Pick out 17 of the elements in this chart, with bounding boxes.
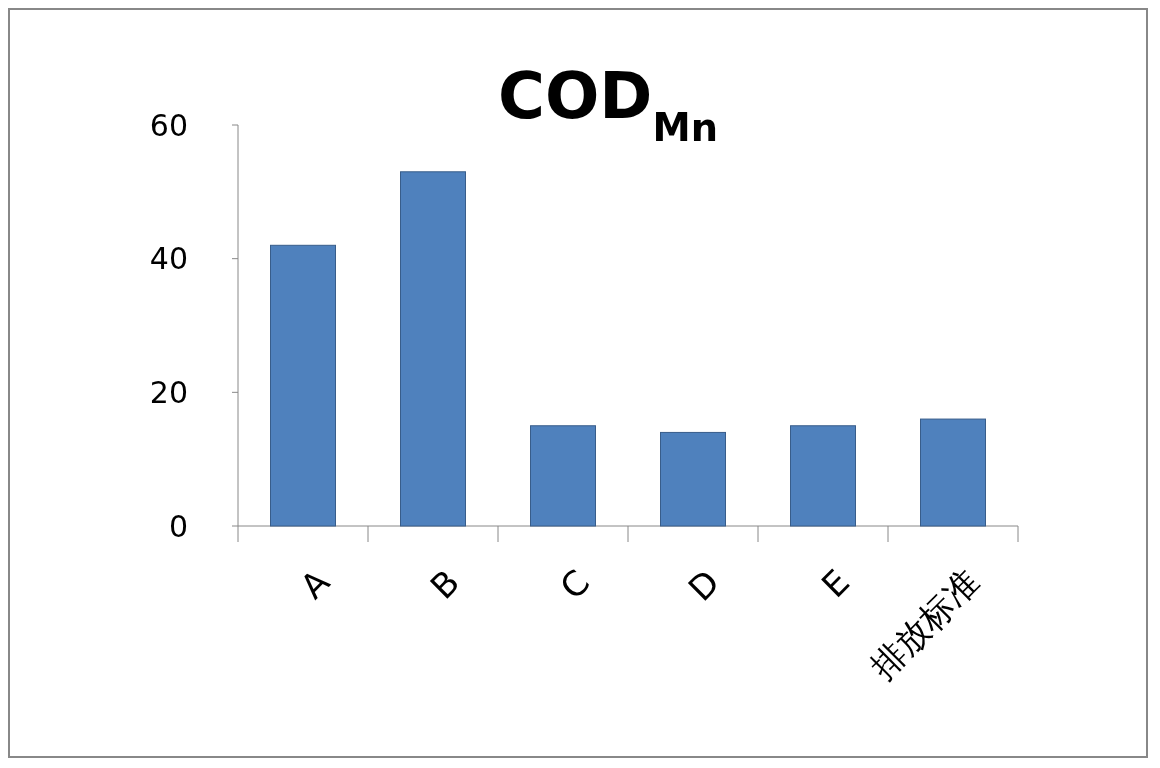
y-tick-label: 20 <box>149 374 188 410</box>
x-tick-label: D <box>680 561 728 609</box>
bar <box>530 425 596 527</box>
bar <box>660 431 726 527</box>
x-tick-label: C <box>551 561 598 607</box>
x-tick-label: A <box>292 561 338 607</box>
y-tick-label: 40 <box>149 241 188 277</box>
x-tick-label: 排放标准 <box>862 561 988 687</box>
y-tick-label: 60 <box>149 107 188 143</box>
bar <box>400 171 466 527</box>
x-tick-label: B <box>422 561 468 607</box>
bar <box>920 418 986 527</box>
bar <box>270 244 336 527</box>
y-tick-label: 0 <box>168 508 188 544</box>
chart-title: COD$_{Mn}$ <box>497 59 719 150</box>
x-tick-label: E <box>813 561 858 606</box>
bar <box>790 425 856 527</box>
